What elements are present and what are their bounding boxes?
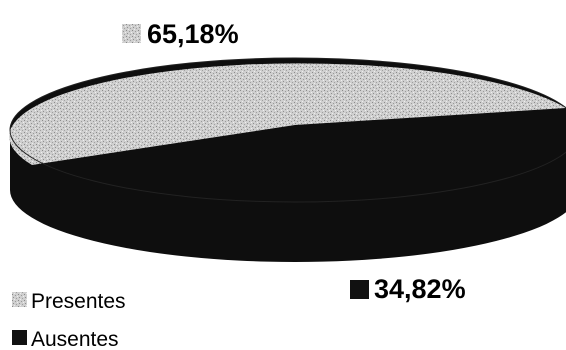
pie-side-wall xyxy=(10,130,566,262)
data-label-presentes: 65,18% xyxy=(147,19,239,49)
legend-swatch-presentes xyxy=(12,292,27,307)
legend: Presentes Ausentes xyxy=(12,290,126,350)
data-label-ausentes: 34,82% xyxy=(374,274,466,304)
legend-label-presentes: Presentes xyxy=(31,290,126,313)
legend-swatch-ausentes xyxy=(12,330,27,345)
ausentes-label-swatch xyxy=(350,280,369,299)
presentes-label-swatch xyxy=(122,24,141,43)
pie-top-rim xyxy=(9,57,566,203)
pie-slice-presentes xyxy=(9,63,566,165)
legend-label-ausentes: Ausentes xyxy=(31,328,119,350)
